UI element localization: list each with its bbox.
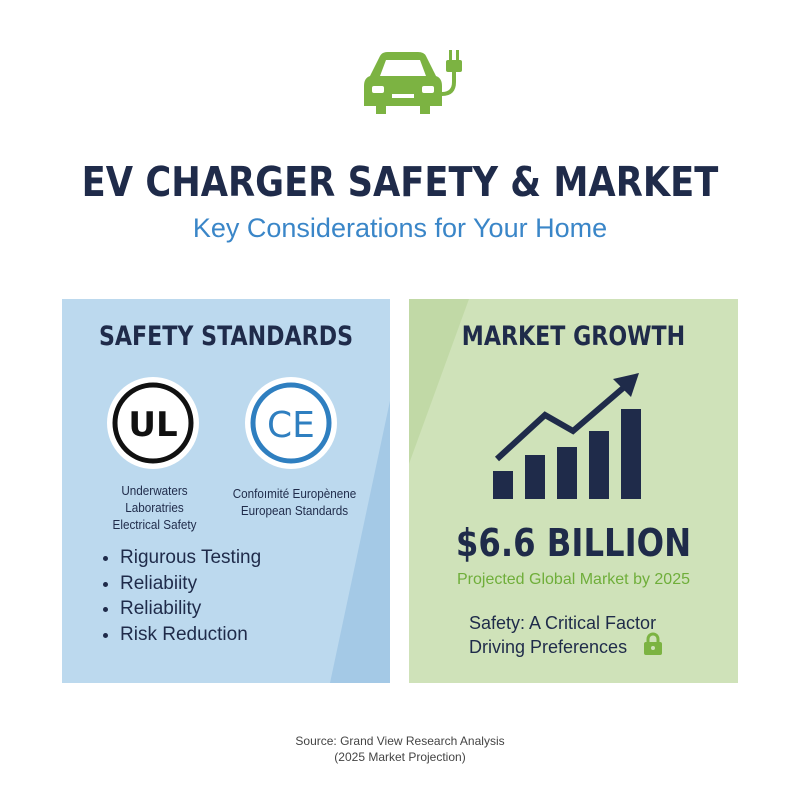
list-item: Reliabiity [120,571,261,597]
caption-line: Confoımité Europènene [232,486,357,501]
caption-line: European Standards [240,503,349,518]
source-line: Source: Grand View Research Analysis [295,734,505,748]
list-item: Rigurous Testing [120,545,261,571]
ul-mark-icon: UL [107,377,199,469]
fact-line: Driving Preferences [469,637,628,657]
source-line: (2025 Market Projection) [334,750,466,764]
ce-mark-icon: CE [245,377,337,469]
source-note: Source: Grand View Research Analysis (20… [0,733,800,765]
ce-caption: Confoımité Europènene European Standards [229,485,360,519]
lock-icon [643,632,663,661]
market-growth-title: MARKET GROWTH [461,321,686,352]
ev-car-plug-icon [358,48,464,125]
ce-mark-text: CE [267,405,315,446]
caption-line: Laboratries [125,500,184,515]
page-title: EV CHARGER SAFETY & MARKET [81,158,719,206]
ul-caption: Underwaters Laboratries Electrical Safet… [89,482,220,533]
safety-bullet-list: Rigurous Testing Reliabiity Reliability … [102,545,261,647]
market-value-caption: Projected Global Market by 2025 [456,571,690,588]
fact-line: Safety: A Critical Factor [469,613,657,633]
ul-mark-text: UL [128,405,177,445]
caption-line: Electrical Safety [112,517,197,532]
page-subtitle: Key Considerations for Your Home [192,213,608,243]
market-growth-panel: MARKET GROWTH $6.6 BILLION Projected Glo… [409,299,738,683]
rising-bar-chart-icon [489,371,649,506]
list-item: Risk Reduction [120,622,261,648]
market-value: $6.6 BILLION [455,521,692,565]
caption-line: Underwaters [121,483,188,498]
safety-standards-title: SAFETY STANDARDS [98,321,354,352]
safety-standards-panel: SAFETY STANDARDS UL CE Underwaters Labor… [62,299,390,683]
list-item: Reliability [120,596,261,622]
